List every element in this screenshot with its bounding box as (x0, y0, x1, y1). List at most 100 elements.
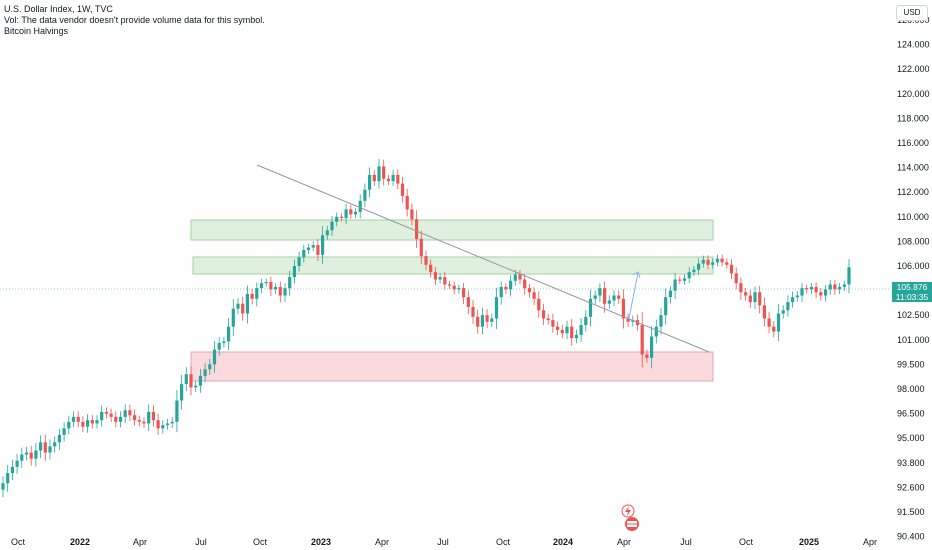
candle-body (396, 174, 400, 184)
candle-body (377, 166, 381, 182)
candle-body (288, 277, 292, 289)
candle-body (513, 274, 517, 281)
candle-body (217, 343, 221, 350)
candle-body (805, 288, 809, 290)
resistance-zone-upper (190, 219, 714, 241)
candle-body (767, 318, 771, 327)
candle-body (255, 288, 259, 299)
price-tick-label: 116.000 (897, 138, 929, 148)
candle-body (772, 326, 776, 332)
candle-body (791, 297, 795, 303)
candle-body (386, 178, 390, 182)
candle-body (410, 209, 414, 220)
candle-body (86, 420, 90, 427)
candle-body (100, 411, 104, 421)
candle-body (90, 420, 94, 424)
time-tick-label: 2024 (553, 537, 573, 547)
candle-body (128, 410, 132, 416)
news-flag-icon[interactable] (625, 517, 639, 531)
candle-body (39, 442, 43, 451)
candle-body (62, 428, 66, 435)
currency-button[interactable]: USD (896, 5, 928, 21)
candle-body (715, 258, 719, 263)
candle-body (556, 326, 560, 330)
candle-body (222, 341, 226, 344)
time-tick-label: Jul (680, 537, 692, 547)
time-tick-label: Apr (863, 537, 877, 547)
candle-body (645, 354, 649, 358)
halving-icon[interactable] (621, 504, 635, 518)
candle-body (659, 315, 663, 327)
candle-body (429, 264, 433, 273)
support-zone (190, 351, 714, 382)
time-tick-label: Apr (375, 537, 389, 547)
candle-body (245, 293, 249, 314)
candle-body (227, 326, 231, 342)
candle-body (786, 302, 790, 311)
candle-body (109, 413, 113, 417)
candle-body (165, 423, 170, 426)
time-tick-label: Apr (133, 537, 147, 547)
candle-body (814, 286, 818, 293)
candle-body (133, 415, 137, 421)
candle-body (842, 284, 846, 287)
candle-body (584, 316, 588, 326)
candle-body (847, 267, 851, 285)
candle-body (823, 289, 828, 296)
candle-body (443, 277, 447, 285)
candle-body (250, 293, 254, 299)
candle-body (368, 174, 372, 190)
time-tick-label: Jul (437, 537, 449, 547)
candle-body (274, 286, 278, 290)
candle-body (809, 286, 813, 290)
candle-body (302, 250, 306, 258)
candle-body (480, 315, 484, 327)
price-axis[interactable]: 126.000124.000122.000120.000118.000116.0… (897, 15, 930, 542)
candle-body (311, 245, 315, 248)
candle-body (447, 284, 452, 286)
candle-body (415, 219, 419, 239)
projection-arrowhead (632, 271, 641, 279)
candle-body (29, 452, 33, 459)
candle-body (795, 295, 799, 298)
candle-body (819, 292, 823, 296)
candle-body (203, 369, 207, 376)
candle-body (485, 315, 489, 322)
candle-body (640, 325, 644, 355)
price-tick-label: 102.500 (897, 310, 930, 320)
price-tick-label: 90.400 (897, 532, 925, 542)
candle-body (532, 292, 536, 299)
candle-body (353, 211, 358, 215)
candle-body (701, 259, 705, 264)
candle-body (349, 209, 353, 215)
candle-body (654, 326, 658, 337)
candle-body (316, 245, 320, 255)
price-tick-label: 95.000 (897, 433, 925, 443)
candle-body (433, 272, 437, 280)
candle-body (753, 292, 757, 303)
candle-body (523, 279, 527, 289)
candle-body (189, 374, 193, 388)
candle-body (194, 385, 198, 388)
candle-body (537, 298, 541, 311)
candle-body (95, 420, 99, 424)
candle-body (231, 308, 235, 327)
candle-body (565, 326, 569, 334)
candle-body (6, 473, 10, 484)
candle-body (67, 421, 71, 429)
candle-body (34, 450, 38, 459)
time-axis[interactable]: Oct 2022 Apr Jul Oct 2023 Apr Jul Oct 2024 Apr Jul O… (11, 537, 877, 547)
candle-body (682, 278, 687, 281)
indicator-name[interactable]: Bitcoin Halvings (4, 26, 69, 36)
descending-trendline (256, 164, 710, 353)
candle-body (612, 295, 616, 301)
candle-body (673, 279, 677, 291)
candle-body (706, 259, 710, 265)
candle-body (339, 216, 343, 219)
candle-body (452, 285, 456, 290)
candle-body (175, 400, 179, 422)
symbol-title[interactable]: U.S. Dollar Index, 1W, TVC (4, 4, 113, 14)
price-tick-label: 114.000 (897, 163, 929, 173)
candle-body (838, 286, 842, 290)
